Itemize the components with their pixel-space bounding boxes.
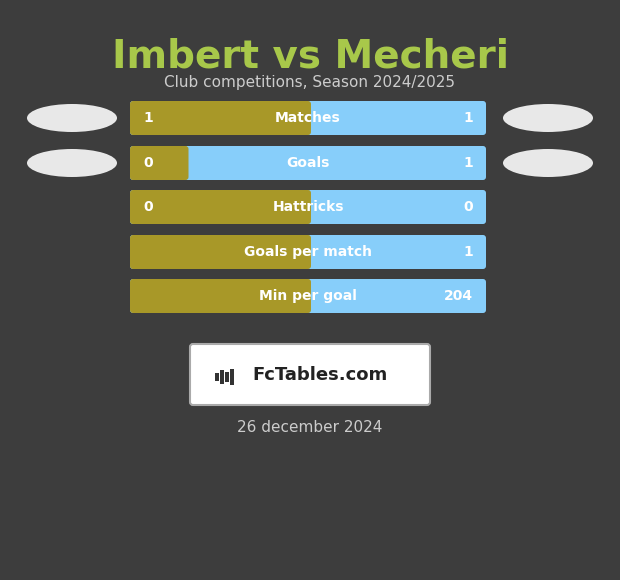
Text: 26 december 2024: 26 december 2024 <box>237 420 383 435</box>
Text: 1: 1 <box>143 111 153 125</box>
Text: 1: 1 <box>463 245 473 259</box>
FancyBboxPatch shape <box>130 235 311 269</box>
Text: 1: 1 <box>463 156 473 170</box>
FancyBboxPatch shape <box>190 344 430 405</box>
Text: Hattricks: Hattricks <box>272 200 343 214</box>
Text: Matches: Matches <box>275 111 341 125</box>
FancyBboxPatch shape <box>130 235 486 269</box>
Text: Min per goal: Min per goal <box>259 289 357 303</box>
Bar <box>215 372 219 380</box>
FancyBboxPatch shape <box>130 101 486 135</box>
Ellipse shape <box>503 104 593 132</box>
Ellipse shape <box>503 149 593 177</box>
FancyBboxPatch shape <box>130 190 311 224</box>
Text: 204: 204 <box>444 289 473 303</box>
Bar <box>230 368 234 385</box>
Text: 0: 0 <box>143 156 153 170</box>
FancyBboxPatch shape <box>130 190 486 224</box>
Text: 1: 1 <box>463 111 473 125</box>
Ellipse shape <box>27 149 117 177</box>
Bar <box>225 372 229 382</box>
Text: Club competitions, Season 2024/2025: Club competitions, Season 2024/2025 <box>164 75 456 90</box>
Text: FcTables.com: FcTables.com <box>252 365 388 383</box>
FancyBboxPatch shape <box>130 279 311 313</box>
Text: Goals per match: Goals per match <box>244 245 372 259</box>
Ellipse shape <box>27 104 117 132</box>
Text: 0: 0 <box>463 200 473 214</box>
FancyBboxPatch shape <box>130 279 486 313</box>
Bar <box>220 369 224 383</box>
FancyBboxPatch shape <box>130 101 311 135</box>
Text: 0: 0 <box>143 200 153 214</box>
Text: Imbert vs Mecheri: Imbert vs Mecheri <box>112 38 508 76</box>
FancyBboxPatch shape <box>130 146 486 180</box>
Text: Goals: Goals <box>286 156 330 170</box>
FancyBboxPatch shape <box>130 146 188 180</box>
